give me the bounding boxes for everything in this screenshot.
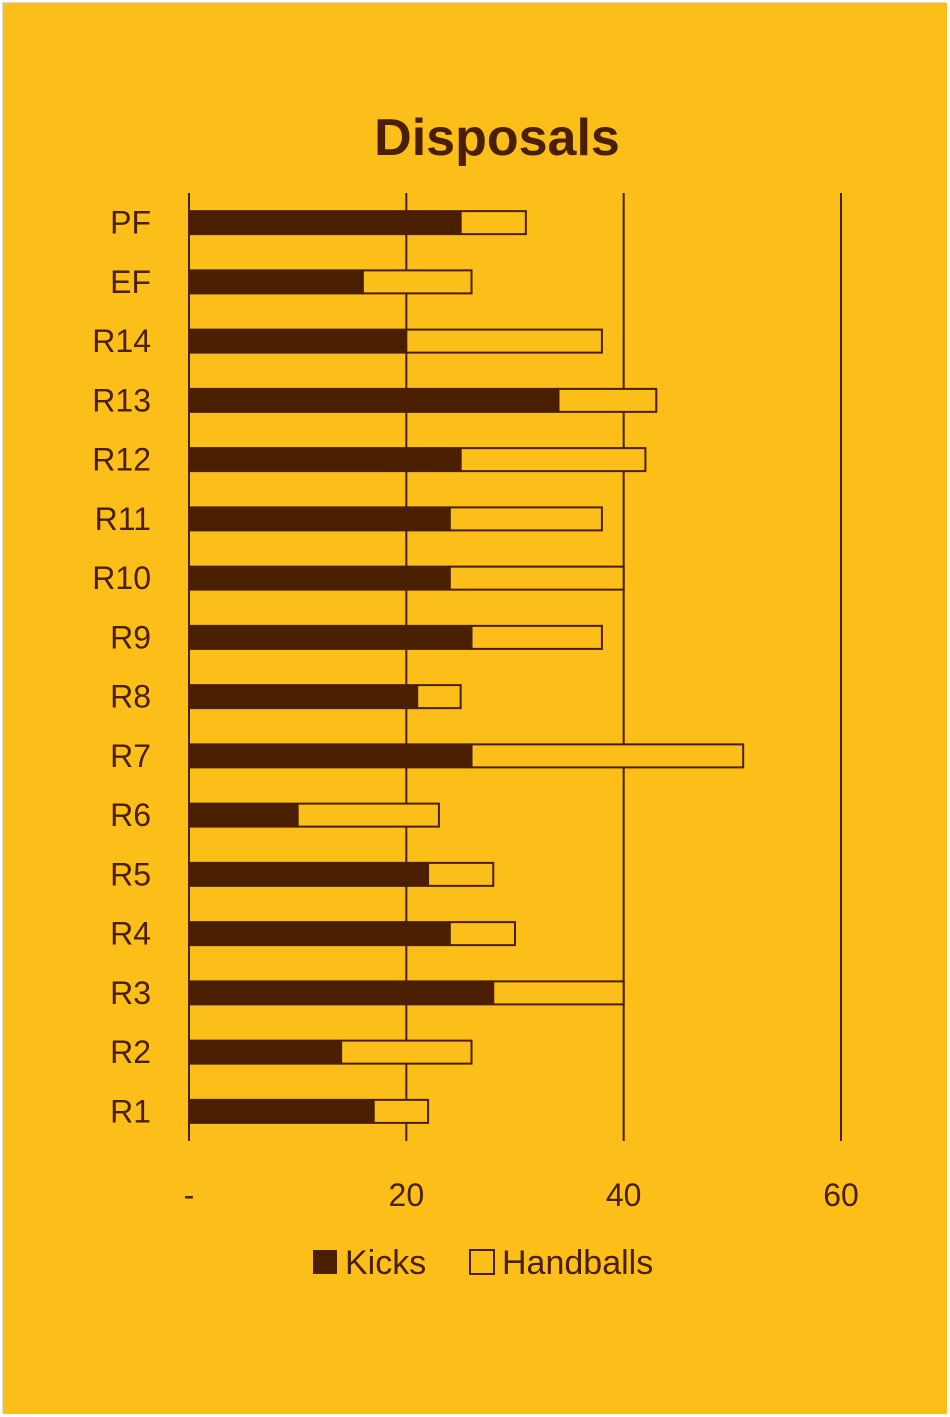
- category-label-r11: R11: [95, 501, 151, 537]
- bar-kicks-r5: [189, 861, 429, 887]
- bar-kicks-r14: [189, 328, 407, 354]
- bars: [189, 210, 745, 1124]
- bar-handballs-r12: [459, 447, 647, 473]
- legend-handballs-swatch: [469, 1249, 495, 1275]
- legend: Kicks Handballs: [313, 1244, 653, 1282]
- bar-handballs-r8: [416, 684, 462, 710]
- category-label-r7: R7: [110, 738, 151, 774]
- bar-kicks-r9: [189, 624, 472, 650]
- bar-handballs-r11: [448, 506, 603, 532]
- bar-kicks-r12: [189, 447, 461, 473]
- bar-handballs-pf: [459, 210, 527, 236]
- x-tick-label-0: -: [184, 1177, 195, 1213]
- bar-handballs-r5: [427, 861, 495, 887]
- bar-kicks-r10: [189, 565, 450, 591]
- category-label-r10: R10: [92, 560, 151, 596]
- category-label-r9: R9: [110, 619, 151, 655]
- bar-handballs-r4: [448, 921, 516, 947]
- category-label-r13: R13: [92, 382, 151, 418]
- x-tick-labels: - 20 40 60: [184, 1177, 859, 1213]
- x-tick-label-1: 20: [389, 1177, 425, 1213]
- category-label-r2: R2: [110, 1034, 151, 1070]
- bar-kicks-r1: [189, 1098, 374, 1124]
- bar-handballs-ef: [361, 269, 473, 295]
- bar-kicks-r8: [189, 684, 418, 710]
- category-label-pf: PF: [110, 205, 151, 241]
- bar-handballs-r3: [492, 980, 625, 1006]
- bar-handballs-r13: [557, 387, 658, 413]
- category-label-ef: EF: [110, 264, 151, 300]
- category-label-r6: R6: [110, 797, 151, 833]
- category-label-r5: R5: [110, 856, 151, 892]
- bar-kicks-r3: [189, 980, 494, 1006]
- bar-handballs-r6: [296, 802, 440, 828]
- chart-background: [3, 3, 947, 1414]
- legend-kicks-label: Kicks: [345, 1244, 426, 1282]
- bar-handballs-r1: [372, 1098, 430, 1124]
- bar-kicks-r6: [189, 802, 298, 828]
- x-tick-label-2: 40: [606, 1177, 642, 1213]
- legend-kicks-swatch: [313, 1250, 337, 1274]
- bar-kicks-r11: [189, 506, 450, 532]
- category-label-r3: R3: [110, 975, 151, 1011]
- category-labels: R1 R2 R3 R4 R5 R6 R7 R8 R9 R10 R11 R12 R13 R14 EF PF: [92, 205, 151, 1130]
- category-label-r4: R4: [110, 916, 151, 952]
- bar-kicks-r4: [189, 921, 450, 947]
- bar-kicks-ef: [189, 269, 363, 295]
- category-label-r1: R1: [110, 1093, 151, 1129]
- category-label-r8: R8: [110, 679, 151, 715]
- bar-handballs-r9: [470, 624, 603, 650]
- category-label-r14: R14: [92, 323, 151, 359]
- bar-kicks-r13: [189, 387, 559, 413]
- disposals-chart: Disposals R1 R2 R3 R4 R5 R6 R7 R8 R9 R10 R11 R12 R13…: [3, 3, 947, 1414]
- legend-handballs-label: Handballs: [502, 1244, 653, 1282]
- bar-handballs-r14: [405, 328, 603, 354]
- bar-handballs-r7: [470, 743, 745, 769]
- bar-kicks-r2: [189, 1039, 342, 1065]
- bar-kicks-pf: [189, 210, 461, 236]
- bar-kicks-r7: [189, 743, 472, 769]
- category-label-r12: R12: [92, 442, 151, 478]
- bar-handballs-r2: [340, 1039, 473, 1065]
- x-tick-label-3: 60: [823, 1177, 859, 1213]
- bar-handballs-r10: [448, 565, 625, 591]
- chart-title: Disposals: [374, 109, 620, 167]
